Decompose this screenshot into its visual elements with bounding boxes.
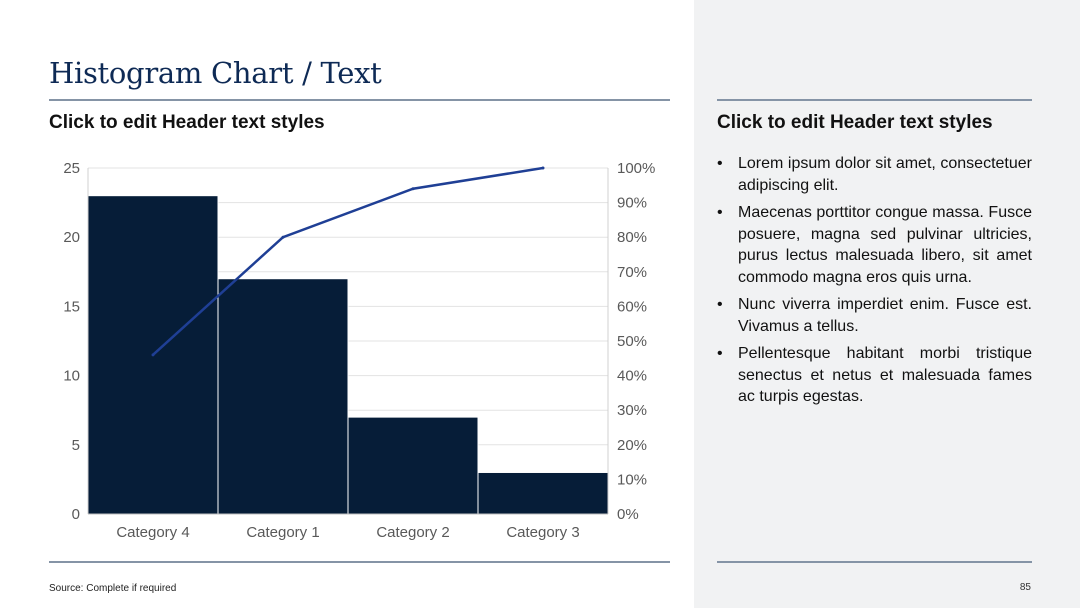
bullet-list[interactable]: • Lorem ipsum dolor sit amet, consectetue… <box>717 153 1032 414</box>
y-tick-label: 10 <box>63 368 80 385</box>
bottom-rule-left <box>49 561 670 563</box>
bullet-item-3[interactable]: • Nunc viverra imperdiet enim. Fusce est.… <box>717 294 1032 337</box>
y2-tick-label: 100% <box>617 160 655 177</box>
bar-category-3[interactable] <box>477 471 609 515</box>
bullet-item-2[interactable]: • Maecenas porttitor congue massa. Fusce… <box>717 202 1032 288</box>
bar-category-1[interactable] <box>217 278 349 515</box>
x-tick-label: Category 4 <box>116 524 189 541</box>
bullet-text: Pellentesque habitant morbi tristique se… <box>738 345 1032 405</box>
y2-tick-label: 20% <box>617 437 647 454</box>
cumulative-point[interactable] <box>151 353 155 357</box>
cumulative-point[interactable] <box>541 166 545 170</box>
y-tick-label: 20 <box>63 229 80 246</box>
bullet-dot-icon: • <box>717 155 723 172</box>
bullet-dot-icon: • <box>717 204 723 221</box>
right-top-rule <box>717 99 1032 101</box>
y2-tick-label: 10% <box>617 471 647 488</box>
bottom-rule-right <box>717 561 1032 563</box>
y-tick-label: 0 <box>72 506 80 523</box>
slide-title[interactable]: Histogram Chart / Text <box>49 56 382 90</box>
bullet-text: Nunc viverra imperdiet enim. Fusce est. … <box>738 296 1032 335</box>
y-tick-label: 5 <box>72 437 80 454</box>
y2-tick-label: 40% <box>617 368 647 385</box>
bullet-text: Maecenas porttitor congue massa. Fusce p… <box>738 204 1032 286</box>
y2-tick-label: 50% <box>617 333 647 350</box>
y2-tick-label: 60% <box>617 298 647 315</box>
page-number: 85 <box>1019 582 1031 593</box>
bullet-dot-icon: • <box>717 345 723 362</box>
title-rule <box>49 99 670 101</box>
right-panel <box>694 0 1080 608</box>
cumulative-percent-line[interactable] <box>152 166 544 356</box>
left-header[interactable]: Click to edit Header text styles <box>49 112 325 133</box>
y-tick-label: 15 <box>63 298 80 315</box>
x-tick-label: Category 2 <box>376 524 449 541</box>
cumulative-point[interactable] <box>281 235 285 239</box>
bar-series <box>87 195 609 515</box>
bullet-item-1[interactable]: • Lorem ipsum dolor sit amet, consectetue… <box>717 153 1032 196</box>
y2-tick-label: 90% <box>617 195 647 212</box>
bullet-text: Lorem ipsum dolor sit amet, consectetuer… <box>738 155 1032 194</box>
y2-tick-label: 80% <box>617 229 647 246</box>
x-tick-label: Category 1 <box>246 524 319 541</box>
right-header[interactable]: Click to edit Header text styles <box>717 112 993 133</box>
source-note[interactable]: Source: Complete if required <box>49 583 177 594</box>
bullet-dot-icon: • <box>717 296 723 313</box>
axes: 0% 10% 20% 30% 40% 50% 60% 70% 80% 90% 100% 0 5 10 15 2… <box>63 160 655 541</box>
y2-tick-label: 30% <box>617 402 647 419</box>
y-tick-label: 25 <box>63 160 80 177</box>
y2-tick-label: 70% <box>617 264 647 281</box>
y2-tick-label: 0% <box>617 506 639 523</box>
bullet-item-4[interactable]: • Pellentesque habitant morbi tristique s… <box>717 343 1032 408</box>
pareto-chart[interactable]: 0% 10% 20% 30% 40% 50% 60% 70% 80% 90% 100% 0 5 10 15 2… <box>0 0 694 560</box>
cumulative-line-series <box>151 166 545 357</box>
x-tick-label: Category 3 <box>506 524 579 541</box>
cumulative-point[interactable] <box>411 187 415 191</box>
bar-category-2[interactable] <box>347 416 479 515</box>
